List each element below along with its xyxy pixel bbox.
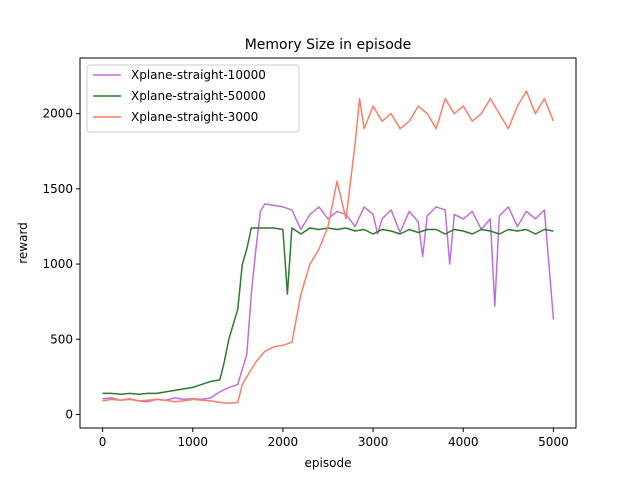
y-axis-label: reward (16, 222, 30, 264)
y-tick-label: 1500 (42, 182, 73, 196)
chart-title: Memory Size in episode (245, 37, 412, 53)
x-tick-label: 0 (99, 435, 107, 449)
legend-label: Xplane-straight-3000 (131, 110, 258, 124)
legend-label: Xplane-straight-10000 (131, 68, 266, 82)
series-line-3 (102, 90, 555, 404)
plot-area (102, 90, 555, 404)
x-tick-label: 2000 (268, 435, 299, 449)
x-tick-label: 1000 (177, 435, 208, 449)
x-axis-label: episode (305, 456, 352, 470)
axes-frame (79, 57, 577, 429)
y-tick-label: 500 (50, 332, 73, 346)
legend-label: Xplane-straight-50000 (131, 89, 266, 103)
legend-box (86, 64, 300, 133)
x-tick-label: 3000 (358, 435, 389, 449)
series-line-1 (102, 203, 555, 403)
legend: Xplane-straight-10000 Xplane-straight-500… (86, 64, 300, 133)
x-tick-label: 4000 (448, 435, 479, 449)
y-axis: 0 500 1000 1500 2000 (42, 107, 80, 421)
y-tick-label: 2000 (42, 107, 73, 121)
y-tick-label: 0 (65, 407, 73, 421)
series-line-2 (102, 227, 554, 395)
x-tick-label: 5000 (538, 435, 569, 449)
x-axis: 0 1000 2000 3000 4000 5000 (99, 428, 569, 449)
y-tick-label: 1000 (42, 257, 73, 271)
